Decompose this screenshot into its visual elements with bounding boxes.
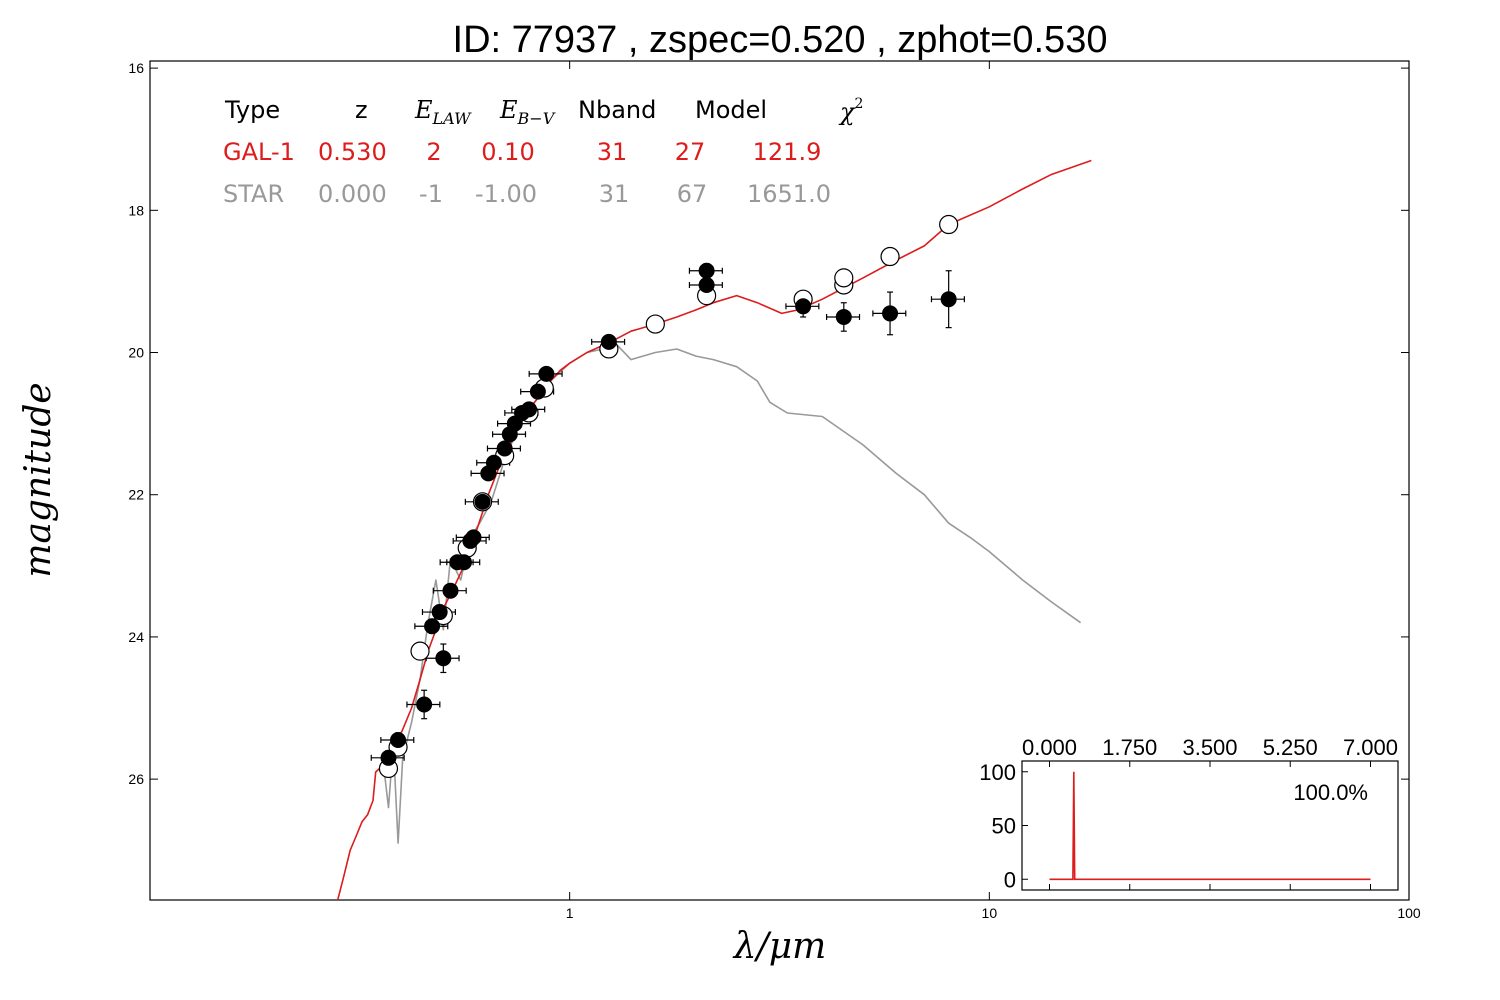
observed-point: [474, 493, 491, 510]
y-tick-label: 26: [128, 771, 144, 787]
gal-nband: 31: [597, 138, 628, 166]
plot-frame: [149, 60, 1410, 901]
observed-point: [882, 305, 899, 322]
observed-point: [465, 529, 482, 546]
star-z: 0.000: [318, 180, 387, 208]
observed-point: [442, 582, 459, 599]
observed-point: [940, 291, 957, 308]
observed-point: [698, 276, 715, 293]
observed-point: [835, 308, 852, 325]
gal-model: 27: [675, 138, 706, 166]
table-header-ebv: EB−V: [499, 96, 556, 128]
inset-layer: 0.000 1.750 3.500 5.250 7.000 0 50 100: [979, 735, 1398, 892]
observed-points: [380, 262, 957, 766]
model-point: [834, 268, 854, 288]
fit-table: Type z ELAW EB−V Nband Model χ2 GAL-1 0.…: [223, 96, 863, 208]
observed-point: [416, 696, 433, 713]
observed-point: [538, 365, 555, 382]
star-type: STAR: [223, 180, 284, 208]
model-magnitude-points: [378, 214, 959, 779]
inset-annotation: 100.0%: [1293, 780, 1368, 805]
y-tick-label: 24: [128, 629, 144, 645]
observed-point: [795, 298, 812, 315]
x-tick-label: 100: [1397, 905, 1421, 921]
observed-point: [435, 650, 452, 667]
inset-x-tick-label: 0.000: [1022, 735, 1077, 760]
observed-point: [380, 749, 397, 766]
observed-point: [529, 383, 546, 400]
gal-z: 0.530: [318, 138, 387, 166]
y-tick-label: 18: [128, 202, 144, 218]
inset-pdz-line: [1049, 771, 1371, 881]
inset-x-tick-label: 3.500: [1182, 735, 1237, 760]
observed-point: [424, 618, 441, 635]
inset-x-tick-label: 7.000: [1343, 735, 1398, 760]
series-line-star: [382, 344, 1082, 844]
chart-title: ID: 77937 , zspec=0.520 , zphot=0.530: [453, 19, 1108, 61]
table-header-type: Type: [224, 96, 280, 124]
model-point: [410, 641, 430, 661]
gal-chi2: 121.9: [753, 138, 822, 166]
x-tick-label: 10: [982, 905, 998, 921]
gal-type: GAL-1: [223, 138, 295, 166]
observed-point: [600, 333, 617, 350]
table-header-z: z: [355, 96, 368, 124]
observed-point: [496, 440, 513, 457]
table-header-chi2: χ2: [838, 96, 863, 126]
inset-y-tick-label: 100: [979, 760, 1016, 785]
observed-point: [520, 401, 537, 418]
model-point: [645, 314, 665, 334]
inset-y-tick-label: 50: [992, 814, 1016, 839]
star-ebv: -1.00: [475, 180, 537, 208]
observed-point: [455, 554, 472, 571]
y-tick-label: 22: [128, 487, 144, 503]
x-tick-label: 1: [566, 905, 574, 921]
inset-x-tick-label: 5.250: [1263, 735, 1318, 760]
model-point: [939, 214, 959, 235]
observed-point: [485, 454, 502, 471]
gal-ebv: 0.10: [481, 138, 534, 166]
star-model: 67: [677, 180, 708, 208]
pdz-inset: 0.000 1.750 3.500 5.250 7.000 0 50 100 100.0%: [979, 735, 1399, 892]
star-chi2: 1651.0: [747, 180, 831, 208]
error-bars: [370, 263, 965, 766]
observed-point: [698, 262, 715, 279]
star-elaw: -1: [419, 180, 443, 208]
y-tick-label: 20: [128, 345, 144, 361]
inset-y-tick-label: 0: [1004, 867, 1016, 892]
table-header-elaw: ELAW: [414, 96, 472, 128]
observed-point: [431, 604, 448, 621]
y-tick-label: 16: [128, 60, 144, 76]
x-axis-label: λ/μm: [732, 926, 826, 967]
y-axis-label: magnitude: [18, 382, 59, 577]
table-header-model: Model: [695, 96, 767, 124]
gal-elaw: 2: [426, 138, 441, 166]
star-model-layer: [382, 344, 1082, 844]
table-header-nband: Nband: [578, 96, 656, 124]
model-point: [880, 246, 900, 267]
star-nband: 31: [599, 180, 630, 208]
inset-x-tick-label: 1.750: [1102, 735, 1157, 760]
observed-point: [390, 732, 407, 749]
